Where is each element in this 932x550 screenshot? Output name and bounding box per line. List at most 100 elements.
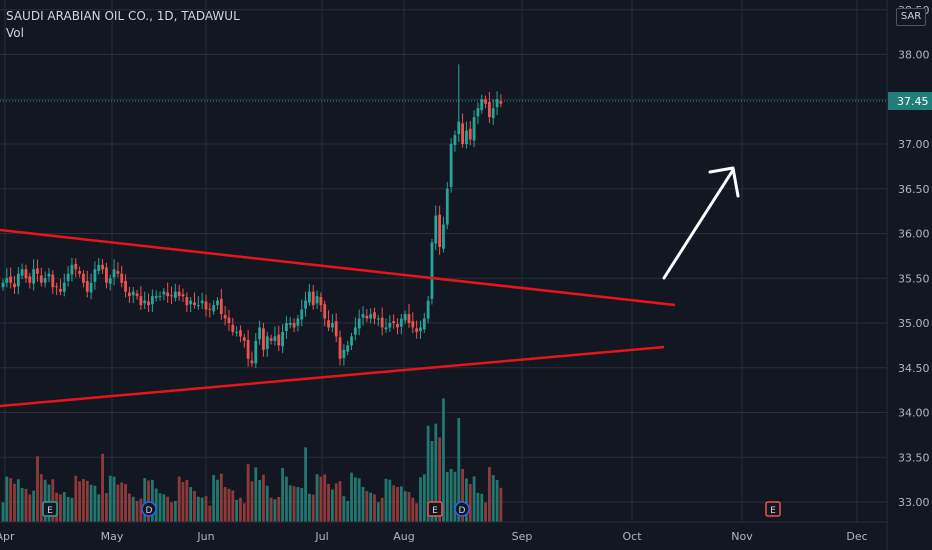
time-axis[interactable]: Apr May Jun Jul Aug Sep Oct Nov Dec xyxy=(0,530,868,543)
candle-body xyxy=(108,278,112,284)
candle-body xyxy=(235,331,239,333)
candle-body xyxy=(231,324,235,332)
candle-body xyxy=(269,338,273,341)
candle-body xyxy=(430,242,434,299)
candle-body xyxy=(288,323,292,325)
volume-bar xyxy=(468,484,472,522)
volume-bar xyxy=(9,478,13,522)
candle-body xyxy=(457,121,461,135)
candle-body xyxy=(292,323,296,328)
volume-bar xyxy=(51,479,55,522)
volume-bar xyxy=(399,486,403,522)
volume-bar xyxy=(465,478,468,522)
candle-body xyxy=(449,144,453,187)
candle-body xyxy=(422,318,426,330)
candle-body xyxy=(47,273,51,277)
volume-bar xyxy=(277,497,281,522)
price-tick-label: 36.50 xyxy=(898,183,930,196)
candle-body xyxy=(304,300,307,309)
volume-bar xyxy=(407,492,411,522)
volume-bar xyxy=(13,483,16,522)
earnings-marker[interactable] xyxy=(427,501,443,517)
volume-bar xyxy=(396,487,399,522)
volume-bar xyxy=(143,478,147,522)
dividend-marker[interactable] xyxy=(454,501,470,517)
candle-body xyxy=(13,283,16,288)
dividend-marker[interactable] xyxy=(141,501,157,517)
volume-bar xyxy=(154,488,158,522)
earnings-marker[interactable] xyxy=(765,501,781,517)
time-tick-label: Jul xyxy=(314,530,328,543)
volume-bar xyxy=(196,496,200,522)
volume-bar xyxy=(246,464,250,522)
volume-bar xyxy=(227,488,231,522)
candle-body xyxy=(219,298,223,315)
candle-body xyxy=(468,128,472,140)
volume-bar xyxy=(315,474,319,522)
volume-bar xyxy=(74,475,78,522)
candle-body xyxy=(342,349,346,358)
volume-bar xyxy=(472,476,476,522)
volume-bar xyxy=(166,496,170,522)
volume-bar xyxy=(457,418,461,522)
volume-bar xyxy=(150,479,154,522)
time-tick-label: Aug xyxy=(393,530,414,543)
volume-indicator-label[interactable]: Vol xyxy=(6,26,24,40)
breakout-arrow[interactable] xyxy=(662,166,740,280)
volume-bar xyxy=(300,488,304,522)
candle-body xyxy=(127,292,131,297)
volume-bar xyxy=(231,490,235,522)
volume-bar xyxy=(158,493,162,522)
symbol-title[interactable]: SAUDI ARABIAN OIL CO., 1D, TADAWUL xyxy=(6,9,240,23)
candle-body xyxy=(392,321,396,323)
candle-body xyxy=(426,300,430,319)
volume-bar xyxy=(139,498,143,522)
earnings-marker[interactable] xyxy=(42,501,58,517)
volume-bar xyxy=(189,487,193,522)
candle-body xyxy=(131,291,135,296)
currency-badge[interactable]: SAR xyxy=(896,8,926,26)
candle-body xyxy=(204,301,208,310)
candle-body xyxy=(461,123,464,144)
volume-bar xyxy=(173,500,177,522)
candle-body xyxy=(338,337,342,359)
candle-body xyxy=(1,282,5,288)
candle-body xyxy=(491,108,495,119)
candle-body xyxy=(484,99,487,104)
volume-bar xyxy=(484,502,487,522)
volume-bar xyxy=(112,476,116,522)
candles xyxy=(1,64,503,368)
candle-body xyxy=(162,291,166,295)
time-tick-label: Nov xyxy=(731,530,753,543)
candle-body xyxy=(242,337,246,341)
candle-body xyxy=(181,294,185,297)
candle-body xyxy=(193,302,196,306)
trendlines xyxy=(0,228,676,408)
time-tick-label: Apr xyxy=(0,530,15,543)
volume-bars xyxy=(1,398,503,522)
volume-bar xyxy=(185,479,189,522)
volume-bar xyxy=(288,485,292,522)
candle-body xyxy=(407,314,411,323)
candle-body xyxy=(105,267,108,283)
volume-bar xyxy=(319,476,323,522)
candle-body xyxy=(227,317,231,323)
candle-body xyxy=(36,268,39,274)
volume-bar xyxy=(89,484,93,522)
candle-body xyxy=(334,321,338,337)
candle-body xyxy=(384,327,388,330)
last-price-badge xyxy=(888,92,932,110)
lower-trendline[interactable] xyxy=(0,345,665,408)
candle-body xyxy=(97,264,101,272)
candle-body xyxy=(365,315,369,319)
volume-bar xyxy=(82,479,85,522)
upper-trendline[interactable] xyxy=(0,228,676,307)
candle-body xyxy=(216,300,219,306)
candle-body xyxy=(396,323,399,328)
price-tick-label: 33.00 xyxy=(898,496,930,509)
candle-body xyxy=(376,318,380,320)
volume-bar xyxy=(265,485,269,522)
candle-body xyxy=(411,321,415,328)
candle-body xyxy=(43,278,47,283)
